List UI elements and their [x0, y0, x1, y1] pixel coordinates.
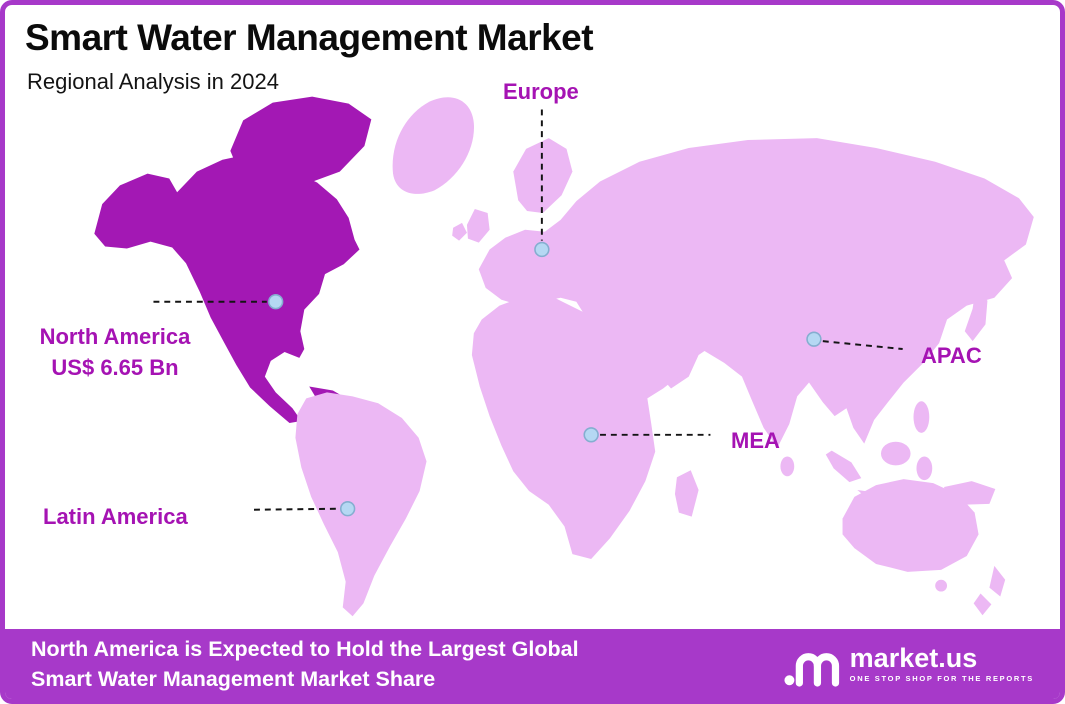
region-shape-australia — [842, 479, 979, 572]
region-shape-philippines — [913, 401, 930, 433]
footer-bar: North America is Expected to Hold the La… — [5, 629, 1060, 699]
region-shape-british-isles — [452, 209, 490, 243]
marker-latin-america — [339, 501, 356, 517]
footer-caption-line-1: North America is Expected to Hold the La… — [31, 637, 579, 661]
region-label-europe: Europe — [503, 79, 579, 104]
region-shape-north-america — [94, 96, 372, 423]
region-shape-eurasia — [478, 138, 1034, 448]
region-shape-sumatra — [825, 450, 862, 483]
marker-north-america — [268, 294, 284, 310]
region-label-north-america-name: North America — [39, 324, 191, 349]
world-map — [94, 96, 1034, 617]
region-shape-new-zealand — [973, 565, 1006, 616]
footer-caption-line-2: Smart Water Management Market Share — [31, 667, 436, 691]
region-shape-borneo — [880, 441, 911, 466]
region-shape-japan — [964, 286, 988, 342]
page-subtitle: Regional Analysis in 2024 — [27, 69, 279, 94]
leader-line-latin-america — [254, 507, 339, 511]
marker-mea — [583, 427, 599, 443]
region-shape-sulawesi — [916, 456, 933, 481]
leader-line-apac — [822, 340, 903, 351]
region-shape-sri-lanka — [780, 456, 795, 477]
region-label-north-america: North America US$ 6.65 Bn — [13, 321, 217, 383]
market-us-logo: market.us ONE STOP SHOP FOR THE REPORTS — [784, 640, 1034, 688]
region-label-mea: MEA — [731, 428, 780, 453]
region-shape-latin-america — [295, 392, 427, 617]
region-shape-iceland — [392, 97, 475, 194]
region-shape-africa — [471, 294, 681, 560]
logo-tagline: ONE STOP SHOP FOR THE REPORTS — [849, 674, 1034, 683]
region-shape-tasmania — [935, 579, 948, 592]
marker-apac — [806, 331, 822, 347]
region-label-apac: APAC — [921, 343, 982, 368]
region-shape-madagascar — [674, 470, 699, 517]
footer-caption: North America is Expected to Hold the La… — [31, 634, 579, 694]
page-title: Smart Water Management Market — [25, 17, 594, 58]
region-value-north-america: US$ 6.65 Bn — [51, 355, 179, 380]
market-us-logo-icon — [784, 653, 839, 687]
logo-wordmark: market.us — [849, 643, 978, 673]
region-label-latin-america: Latin America — [43, 504, 188, 529]
marker-europe — [534, 241, 550, 258]
